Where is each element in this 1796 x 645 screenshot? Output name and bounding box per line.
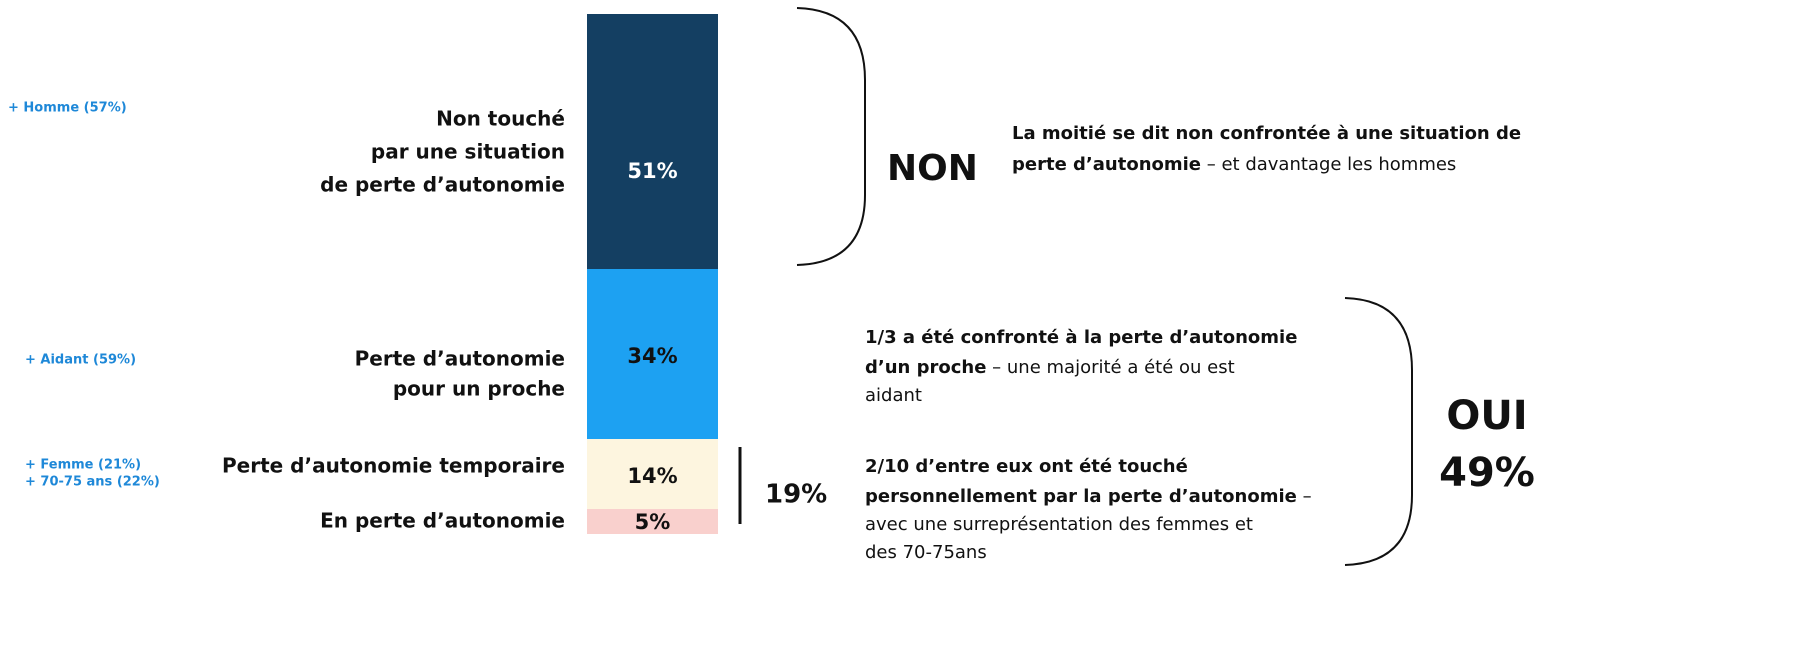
group-label: OUI: [1446, 393, 1527, 439]
category-label: Non touché: [436, 107, 565, 131]
description-line: aidant: [865, 385, 922, 406]
category-label: de perte d’autonomie: [320, 173, 565, 197]
description-line: des 70-75ans: [865, 542, 987, 563]
description-segment: 2/10 d’entre eux ont été touché: [865, 456, 1188, 477]
description-segment: personnellement par la perte d’autonomie: [865, 486, 1297, 507]
subgroup-note: + Homme (57%): [8, 101, 127, 116]
group-value: 49%: [1439, 450, 1535, 496]
subtotal-label: 19%: [765, 480, 827, 510]
description-segment: perte d’autonomie: [1012, 154, 1201, 175]
description-segment: des 70-75ans: [865, 542, 987, 563]
description-line: d’un proche – une majorité a été ou est: [865, 357, 1235, 378]
description-line: La moitié se dit non confrontée à une si…: [1012, 123, 1521, 144]
description-segment: avec une surreprésentation des femmes et: [865, 514, 1253, 535]
value-label: 5%: [635, 510, 671, 534]
description-line: perte d’autonomie – et davantage les hom…: [1012, 154, 1456, 175]
group-label: NON: [887, 148, 978, 189]
value-label: 14%: [627, 464, 677, 488]
description-line: avec une surreprésentation des femmes et: [865, 514, 1253, 535]
brace-non: [796, 7, 866, 266]
bar-segment: [587, 439, 718, 509]
description-segment: aidant: [865, 385, 922, 406]
category-label: Perte d’autonomie: [355, 347, 565, 371]
description-line: 2/10 d’entre eux ont été touché: [865, 456, 1188, 477]
subgroup-note: + Femme (21%): [25, 458, 141, 473]
description-segment: d’un proche: [865, 357, 986, 378]
bar-segment: [587, 269, 718, 439]
bar-segment: [587, 509, 718, 534]
description-line: personnellement par la perte d’autonomie…: [865, 486, 1312, 507]
category-label: En perte d’autonomie: [320, 509, 565, 533]
description-segment: – une majorité a été ou est: [986, 357, 1234, 378]
description-segment: 1/3 a été confronté à la perte d’autonom…: [865, 327, 1297, 348]
description-segment: – et davantage les hommes: [1201, 154, 1456, 175]
category-label: par une situation: [371, 140, 565, 164]
value-label: 51%: [627, 159, 677, 183]
value-label: 34%: [627, 344, 677, 368]
subgroup-note: + 70-75 ans (22%): [25, 475, 160, 490]
bar-segment: [587, 14, 718, 269]
brace-oui: [1344, 297, 1413, 566]
category-label: Perte d’autonomie temporaire: [222, 454, 565, 478]
description-segment: –: [1297, 486, 1312, 507]
category-label: pour un proche: [393, 377, 565, 401]
description-segment: La moitié se dit non confrontée à une si…: [1012, 123, 1521, 144]
description-line: 1/3 a été confronté à la perte d’autonom…: [865, 327, 1297, 348]
subgroup-note: + Aidant (59%): [25, 353, 136, 368]
